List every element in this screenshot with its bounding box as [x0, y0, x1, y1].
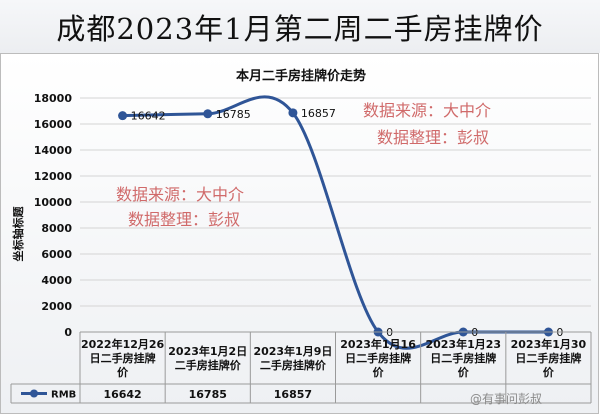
data-label: 16857 — [301, 107, 336, 120]
x-category-label: 2023年1月30 — [511, 337, 587, 351]
x-category-label: 价 — [458, 366, 470, 379]
y-tick-label: 6000 — [41, 248, 72, 261]
x-category-label: 日二手房挂牌 — [430, 351, 496, 365]
y-tick-label: 8000 — [41, 222, 72, 235]
y-tick-label: 4000 — [41, 274, 72, 287]
watermark-source-top: 数据来源：大中介 — [363, 101, 492, 120]
legend-marker — [30, 389, 38, 398]
chart-area: 本月二手房挂牌价走势 坐标轴标题 0 2000 4000 6000 8000 10000 1… — [0, 53, 599, 414]
data-label: 16785 — [216, 108, 251, 121]
watermark-editor-middle: 数据整理：彭叔 — [128, 210, 241, 229]
x-category-label: 2023年1月23 — [425, 337, 501, 351]
y-axis-label: 坐标轴标题 — [11, 206, 25, 262]
y-tick-label: 0 — [64, 326, 72, 339]
watermark-editor-top: 数据整理：彭叔 — [377, 128, 490, 147]
x-category-label: 二手房挂牌价 — [260, 358, 327, 372]
y-tick-label: 10000 — [34, 196, 73, 209]
data-point — [288, 108, 298, 118]
y-tick-label: 2000 — [41, 300, 72, 313]
banner: 成都2023年1月第二周二手房挂牌价 — [0, 0, 600, 53]
x-category-label: 二手房挂牌价 — [175, 358, 242, 372]
y-tick-label: 16000 — [34, 118, 73, 131]
x-category-label: 2023年1月2日 — [168, 344, 247, 358]
watermark-source-middle: 数据来源：大中介 — [116, 185, 245, 204]
table-value: 16857 — [274, 388, 312, 401]
y-tick-label: 12000 — [34, 170, 73, 183]
data-point — [118, 111, 128, 121]
line-chart: 本月二手房挂牌价走势 坐标轴标题 0 2000 4000 6000 8000 10000 1… — [10, 68, 592, 404]
data-point — [203, 109, 213, 119]
chart-title: 本月二手房挂牌价走势 — [236, 68, 366, 84]
corner-watermark: @有事问彭叔 — [470, 392, 543, 406]
y-tick-label: 14000 — [34, 144, 73, 157]
x-category-label: 2023年1月9日 — [253, 344, 332, 358]
x-category-label: 价 — [117, 366, 129, 379]
table-value: 16785 — [189, 388, 227, 401]
data-label: 16642 — [131, 110, 166, 123]
x-category-label: 日二手房挂牌 — [90, 351, 156, 365]
x-category-label: 2023年1月16 — [340, 337, 416, 351]
y-tick-label: 18000 — [34, 92, 73, 105]
x-category-label: 日二手房挂牌 — [515, 351, 581, 365]
x-category-label: 2022年12月26 — [81, 337, 165, 351]
x-category-label: 价 — [543, 366, 555, 379]
x-category-label: 日二手房挂牌 — [345, 351, 411, 365]
table-value: 16642 — [103, 388, 141, 401]
legend-label: RMB — [51, 390, 76, 401]
x-category-label: 价 — [373, 366, 385, 379]
page-title: 成都2023年1月第二周二手房挂牌价 — [56, 12, 544, 46]
